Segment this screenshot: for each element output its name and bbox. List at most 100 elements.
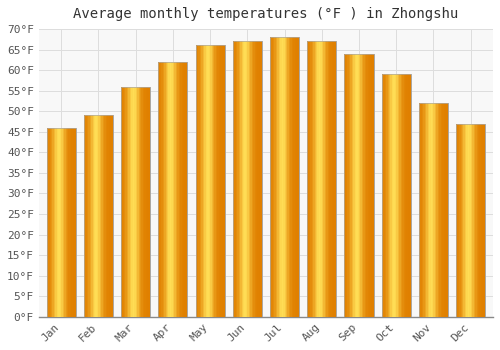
Bar (180, 62, 182, 317)
Bar (126, 86, 127, 317)
Bar (90, 116, 91, 317)
Bar (244, 41, 246, 317)
Bar (352, 54, 353, 317)
Bar (146, 86, 147, 317)
Bar (140, 86, 141, 317)
Bar (392, 74, 394, 317)
Bar (207, 46, 208, 317)
Bar (284, 37, 286, 317)
Bar (176, 62, 177, 317)
Bar (382, 74, 383, 317)
Bar (57, 128, 58, 317)
Bar (459, 124, 460, 317)
Bar (166, 62, 167, 317)
Bar (458, 124, 459, 317)
Bar (384, 74, 386, 317)
Bar (276, 37, 278, 317)
Bar (198, 46, 200, 317)
Bar (46, 128, 48, 317)
Bar (318, 41, 319, 317)
Bar (344, 54, 374, 317)
Bar (456, 124, 485, 317)
Bar (252, 41, 253, 317)
Bar (246, 41, 248, 317)
Bar (202, 46, 203, 317)
Bar (274, 37, 276, 317)
Bar (234, 41, 235, 317)
Bar (476, 124, 478, 317)
Bar (144, 86, 146, 317)
Bar (54, 128, 56, 317)
Bar (84, 116, 86, 317)
Bar (136, 86, 137, 317)
Bar (84, 116, 113, 317)
Bar (212, 46, 213, 317)
Bar (460, 124, 462, 317)
Bar (158, 62, 160, 317)
Bar (128, 86, 130, 317)
Bar (382, 74, 411, 317)
Bar (70, 128, 71, 317)
Bar (386, 74, 388, 317)
Bar (216, 46, 218, 317)
Bar (382, 74, 411, 317)
Bar (254, 41, 256, 317)
Bar (48, 128, 50, 317)
Bar (434, 103, 435, 317)
Bar (214, 46, 216, 317)
Bar (260, 41, 262, 317)
Bar (288, 37, 289, 317)
Bar (419, 103, 448, 317)
Bar (481, 124, 482, 317)
Bar (196, 46, 224, 317)
Bar (238, 41, 240, 317)
Bar (298, 37, 299, 317)
Bar (87, 116, 88, 317)
Bar (270, 37, 299, 317)
Bar (200, 46, 202, 317)
Bar (420, 103, 422, 317)
Bar (402, 74, 404, 317)
Bar (170, 62, 172, 317)
Bar (67, 128, 68, 317)
Bar (436, 103, 438, 317)
Bar (161, 62, 162, 317)
Bar (290, 37, 292, 317)
Bar (50, 128, 51, 317)
Bar (162, 62, 164, 317)
Bar (148, 86, 150, 317)
Bar (72, 128, 73, 317)
Bar (172, 62, 173, 317)
Bar (134, 86, 136, 317)
Bar (444, 103, 445, 317)
Bar (396, 74, 398, 317)
Bar (60, 128, 61, 317)
Bar (368, 54, 369, 317)
Bar (174, 62, 176, 317)
Bar (137, 86, 138, 317)
Bar (445, 103, 446, 317)
Bar (68, 128, 70, 317)
Bar (223, 46, 224, 317)
Bar (112, 116, 113, 317)
Bar (405, 74, 406, 317)
Bar (270, 37, 272, 317)
Bar (314, 41, 316, 317)
Bar (270, 37, 299, 317)
Bar (173, 62, 174, 317)
Bar (142, 86, 143, 317)
Bar (428, 103, 429, 317)
Bar (158, 62, 188, 317)
Bar (398, 74, 399, 317)
Bar (366, 54, 368, 317)
Bar (482, 124, 484, 317)
Bar (273, 37, 274, 317)
Bar (88, 116, 90, 317)
Bar (220, 46, 222, 317)
Bar (322, 41, 323, 317)
Bar (46, 128, 76, 317)
Bar (52, 128, 54, 317)
Bar (213, 46, 214, 317)
Bar (425, 103, 426, 317)
Bar (236, 41, 237, 317)
